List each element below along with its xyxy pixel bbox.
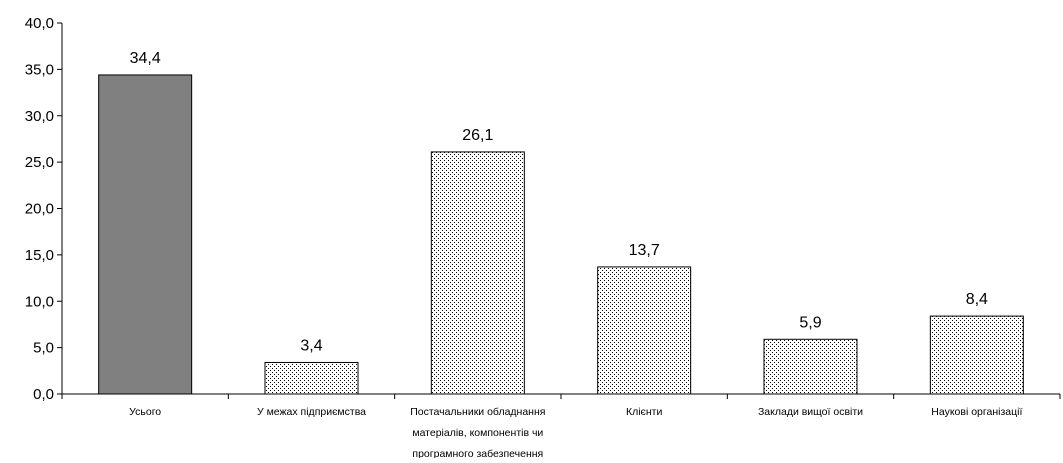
data-label: 13,7 <box>629 242 660 259</box>
bar <box>597 266 692 395</box>
value-labels: 34,4 3,4 26,1 13,7 5,9 8,4 <box>130 50 988 355</box>
bars <box>98 74 1024 395</box>
data-label: 8,4 <box>966 291 988 308</box>
y-axis: 0,0 5,0 10,0 15,0 20,0 25,0 30,0 35,0 40,0 <box>25 15 63 403</box>
y-tick-label: 25,0 <box>25 154 54 171</box>
y-tick-label: 5,0 <box>33 340 54 357</box>
y-tick-label: 30,0 <box>25 108 54 125</box>
category-label-line: матеріалів, компонентів чи <box>412 427 543 439</box>
category-label: Заклади вищої освіти <box>758 406 863 418</box>
category-label-line: Наукові організації <box>931 406 1022 418</box>
y-tick-label: 40,0 <box>25 15 54 32</box>
y-tick-label: 35,0 <box>25 61 54 78</box>
bar <box>264 361 359 395</box>
category-label-line: У межах підприємства <box>257 406 366 418</box>
x-axis <box>61 393 1061 399</box>
data-label: 34,4 <box>130 50 161 67</box>
data-label: 26,1 <box>462 127 493 144</box>
category-label: Клієнти <box>626 406 663 418</box>
y-tick-label: 0,0 <box>33 386 54 403</box>
data-label: 5,9 <box>799 314 821 331</box>
category-label-line: Усього <box>129 406 161 418</box>
y-tick-label: 10,0 <box>25 293 54 310</box>
category-label-line: програмного забезпечення <box>412 448 543 458</box>
category-label: Наукові організації <box>931 406 1022 418</box>
y-tick-label: 15,0 <box>25 247 54 264</box>
category-label-line: Постачальники обладнання <box>410 406 545 418</box>
category-label: Усього <box>129 406 161 418</box>
category-label: У межах підприємства <box>257 406 366 418</box>
category-label-line: Клієнти <box>626 406 663 418</box>
bar <box>430 151 525 395</box>
y-tick-label: 20,0 <box>25 201 54 218</box>
category-label: Постачальники обладнання матеріалів, комп… <box>410 406 545 458</box>
data-label: 3,4 <box>300 337 322 354</box>
bar <box>929 315 1024 395</box>
bar <box>763 338 858 395</box>
category-labels: Усього У межах підприємства Постачальники … <box>129 406 1022 460</box>
category-label-line: Заклади вищої освіти <box>758 406 863 418</box>
bar <box>98 74 193 395</box>
